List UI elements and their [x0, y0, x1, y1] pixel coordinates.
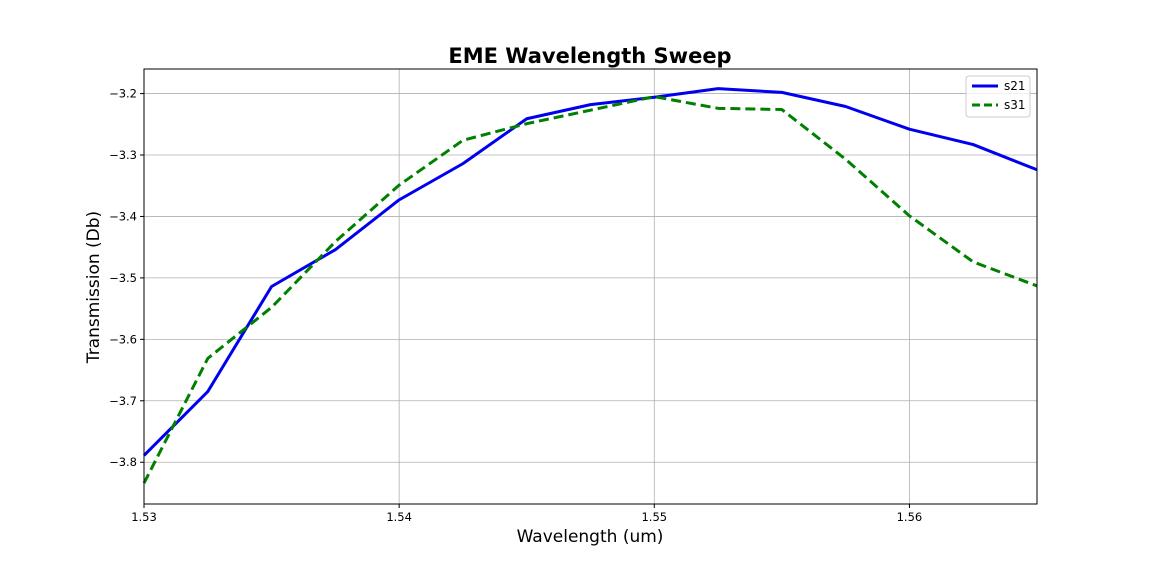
y-tick-label: −3.8	[109, 455, 137, 469]
x-tick-label: 1.54	[386, 510, 412, 524]
legend-label-s21: s21	[1004, 79, 1026, 93]
y-tick-label: −3.5	[109, 271, 137, 285]
grid-lines	[143, 69, 1037, 504]
y-axis-label: Transmission (Db)	[84, 211, 104, 364]
series-lines	[142, 87, 1038, 484]
series-line-s31	[142, 95, 1038, 484]
x-axis: 1.53 1.54 1.55 1.56	[131, 504, 922, 524]
y-tick-label: −3.7	[109, 394, 137, 408]
y-tick-label: −3.3	[109, 148, 137, 162]
y-tick-label: −3.6	[109, 332, 137, 346]
plot-frame	[143, 68, 1038, 505]
legend: s21 s31	[965, 75, 1031, 118]
y-tick-label: −3.2	[109, 87, 137, 101]
x-tick-label: 1.55	[641, 510, 667, 524]
legend-label-s31: s31	[1004, 98, 1026, 112]
y-axis: −3.2 −3.3 −3.4 −3.5 −3.6 −3.7 −3.8	[109, 87, 144, 469]
y-tick-label: −3.4	[109, 209, 137, 223]
series-line-s21	[142, 87, 1038, 457]
x-tick-label: 1.56	[897, 510, 923, 524]
chart-title: EME Wavelength Sweep	[448, 44, 731, 68]
x-axis-label: Wavelength (um)	[517, 527, 664, 547]
x-tick-label: 1.53	[131, 510, 157, 524]
